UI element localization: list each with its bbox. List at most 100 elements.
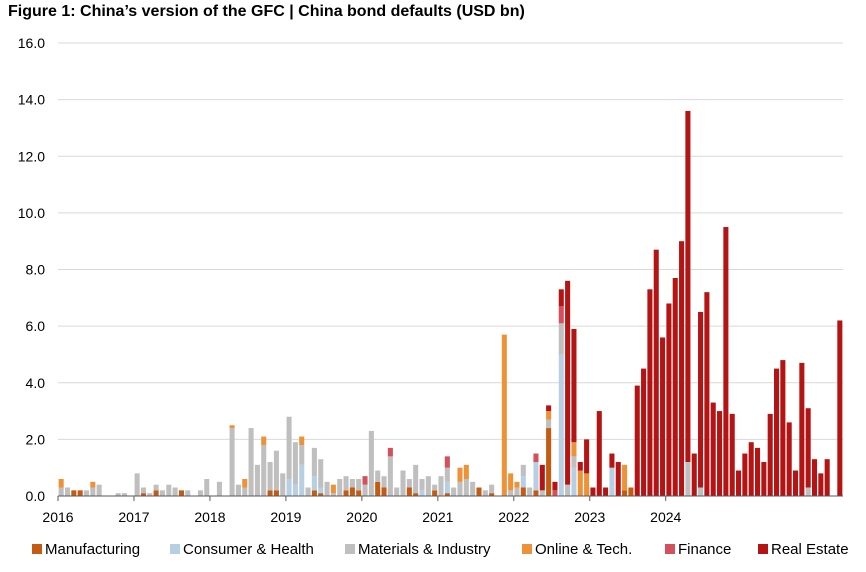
bar-segment bbox=[362, 476, 368, 485]
bar-segment bbox=[805, 487, 811, 496]
y-tick-label: 10.0 bbox=[18, 205, 45, 221]
bar-segment bbox=[235, 484, 241, 496]
bar-segment bbox=[90, 481, 96, 488]
legend-label: Manufacturing bbox=[45, 541, 140, 558]
chart-title: Figure 1: China’s version of the GFC | C… bbox=[8, 3, 525, 20]
bar-segment bbox=[299, 436, 305, 446]
bar-segment bbox=[571, 467, 577, 496]
bar-segment bbox=[520, 487, 526, 496]
bar-segment bbox=[197, 490, 203, 496]
bar-segment bbox=[413, 493, 419, 496]
y-tick-label: 4.0 bbox=[26, 375, 46, 391]
bar-segment bbox=[229, 425, 235, 429]
bar-segment bbox=[425, 476, 431, 496]
bar-segment bbox=[204, 479, 210, 496]
bar-segment bbox=[159, 490, 165, 496]
bar-segment bbox=[381, 487, 387, 496]
bar-segment bbox=[590, 487, 596, 496]
bar-segment bbox=[533, 490, 539, 496]
bar-segment bbox=[362, 484, 368, 496]
bar-segment bbox=[489, 493, 495, 496]
bar-segment bbox=[121, 493, 127, 496]
bar-segment bbox=[742, 453, 748, 496]
bar-segment bbox=[558, 323, 564, 355]
bar-segment bbox=[90, 487, 96, 496]
bar-segment bbox=[476, 487, 482, 496]
bar-segment bbox=[77, 490, 83, 496]
bar-segment bbox=[533, 462, 539, 491]
bar-segment bbox=[457, 467, 463, 482]
bar-segment bbox=[514, 487, 520, 496]
y-tick-label: 8.0 bbox=[26, 262, 46, 278]
x-tick-label: 2021 bbox=[422, 509, 453, 525]
bar-segment bbox=[318, 487, 324, 494]
bar-segment bbox=[584, 439, 590, 474]
bar-segment bbox=[571, 442, 577, 457]
bar-segment bbox=[546, 405, 552, 412]
bar-segment bbox=[444, 481, 450, 494]
bar-segment bbox=[242, 487, 248, 496]
bar-segment bbox=[558, 354, 564, 496]
x-tick-label: 2019 bbox=[270, 509, 301, 525]
bar-segment bbox=[546, 419, 552, 429]
bar-segment bbox=[318, 493, 324, 496]
bar-segment bbox=[552, 481, 558, 491]
bar-segment bbox=[463, 479, 469, 496]
bar-segment bbox=[140, 487, 146, 494]
bar-segment bbox=[463, 464, 469, 480]
bar-segment bbox=[356, 490, 362, 496]
bar-segment bbox=[577, 462, 583, 471]
bar-segment bbox=[311, 447, 317, 477]
bar-segment bbox=[229, 428, 235, 496]
bar-segment bbox=[400, 470, 406, 496]
legend-label: Consumer & Health bbox=[183, 541, 314, 558]
bar-segment bbox=[685, 110, 691, 463]
bar-segment bbox=[698, 311, 704, 488]
bar-segment bbox=[349, 479, 355, 488]
bar-segment bbox=[501, 334, 507, 496]
bar-segment bbox=[508, 473, 514, 491]
legend-swatch bbox=[170, 544, 180, 554]
bar-segment bbox=[609, 453, 615, 468]
bar-segment bbox=[438, 476, 444, 496]
bar-segment bbox=[58, 487, 64, 496]
bar-segment bbox=[584, 473, 590, 496]
bar-segment bbox=[761, 462, 767, 496]
bar-segment bbox=[596, 411, 602, 496]
bar-segment bbox=[539, 490, 545, 496]
bar-segment bbox=[444, 467, 450, 482]
legend-swatch bbox=[665, 544, 675, 554]
bar-segment bbox=[634, 385, 640, 496]
bar-segment bbox=[406, 479, 412, 488]
bar-segment bbox=[273, 450, 279, 491]
bar-segment bbox=[666, 303, 672, 496]
bar-segment bbox=[343, 490, 349, 496]
bar-segment bbox=[216, 481, 222, 496]
bar-segment bbox=[786, 422, 792, 496]
legend-label: Finance bbox=[678, 541, 731, 558]
bar-segment bbox=[628, 487, 634, 496]
bar-segment bbox=[140, 493, 146, 496]
bar-segment bbox=[375, 470, 381, 482]
bar-segment bbox=[413, 464, 419, 494]
bar-segment bbox=[672, 277, 678, 496]
bar-segment bbox=[286, 479, 292, 496]
bar-segment bbox=[318, 459, 324, 488]
bar-segment bbox=[419, 490, 425, 496]
bar-segment bbox=[115, 493, 121, 496]
bar-segment bbox=[622, 464, 628, 491]
bar-segment bbox=[565, 280, 571, 485]
bar-segment bbox=[71, 490, 77, 496]
bar-segment bbox=[311, 490, 317, 496]
x-tick-label: 2022 bbox=[498, 509, 529, 525]
bar-segment bbox=[520, 464, 526, 477]
bar-segment bbox=[64, 487, 71, 496]
bar-segment bbox=[698, 487, 704, 496]
bar-segment bbox=[622, 490, 628, 496]
bar-segment bbox=[539, 464, 545, 491]
x-tick-label: 2017 bbox=[118, 509, 149, 525]
bar-segment bbox=[406, 487, 412, 496]
bar-segment bbox=[432, 490, 438, 496]
bar-segment bbox=[343, 476, 349, 491]
